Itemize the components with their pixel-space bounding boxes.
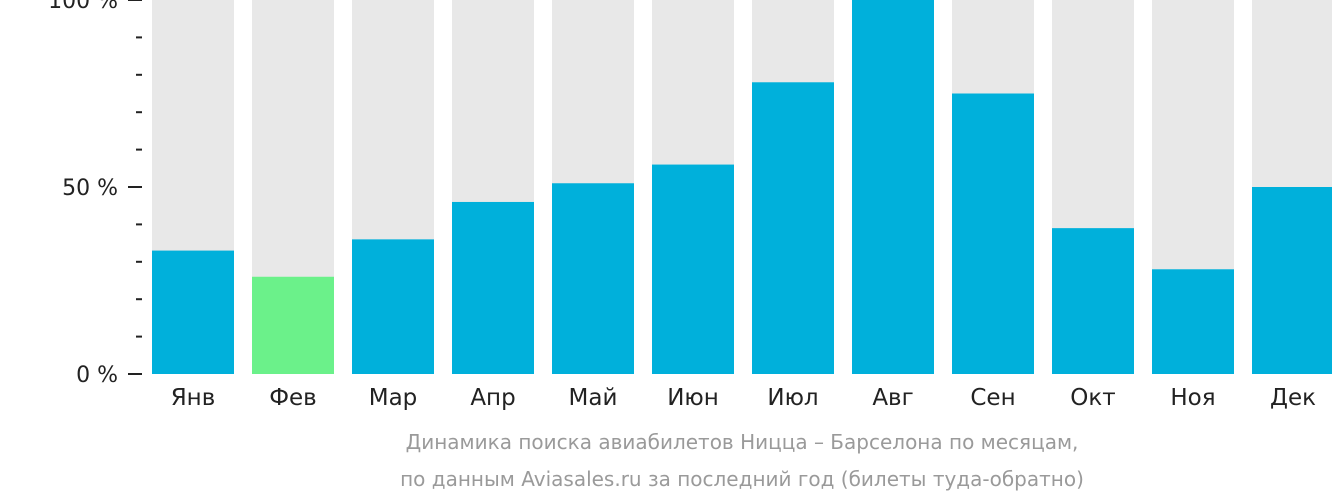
x-tick-label: Ноя: [1170, 385, 1215, 411]
y-tick-label: 50 %: [62, 176, 118, 201]
x-tick-label: Сен: [970, 385, 1015, 411]
bar: [552, 183, 634, 374]
bar: [1152, 269, 1234, 374]
y-axis: 0 % 50 % 100 %: [48, 0, 142, 388]
x-tick-label: Янв: [171, 385, 216, 411]
bars: [152, 0, 1332, 374]
x-tick-label: Мар: [369, 385, 418, 411]
chart-caption-line-1: Динамика поиска авиабилетов Ницца – Барс…: [405, 430, 1079, 454]
x-axis-labels: Янв Фев Мар Апр Май Июн Июл Авг Сен Окт Ноя Дек: [171, 385, 1316, 411]
bar: [952, 93, 1034, 374]
bar: [252, 276, 334, 374]
x-tick-label: Май: [569, 385, 618, 411]
x-tick-label: Фев: [269, 385, 317, 411]
bar: [152, 250, 234, 374]
bar: [652, 164, 734, 374]
x-tick-label: Окт: [1070, 385, 1115, 411]
x-tick-label: Июл: [767, 385, 818, 411]
x-tick-label: Июн: [667, 385, 719, 411]
bar: [752, 82, 834, 374]
bar: [352, 239, 434, 374]
bar: [852, 0, 934, 374]
x-tick-label: Апр: [470, 385, 515, 411]
x-tick-label: Авг: [872, 385, 913, 411]
x-tick-label: Дек: [1270, 385, 1316, 411]
chart-caption-line-2: по данным Aviasales.ru за последний год …: [400, 467, 1084, 491]
bar: [1052, 228, 1134, 374]
y-tick-label: 0 %: [76, 363, 118, 388]
y-tick-label: 100 %: [48, 0, 118, 14]
bar: [452, 201, 534, 374]
bar: [1252, 187, 1332, 374]
bar-chart: 0 % 50 % 100 % Янв Фев Мар Апр Май Июн Июл Авг Сен…: [48, 0, 1332, 411]
